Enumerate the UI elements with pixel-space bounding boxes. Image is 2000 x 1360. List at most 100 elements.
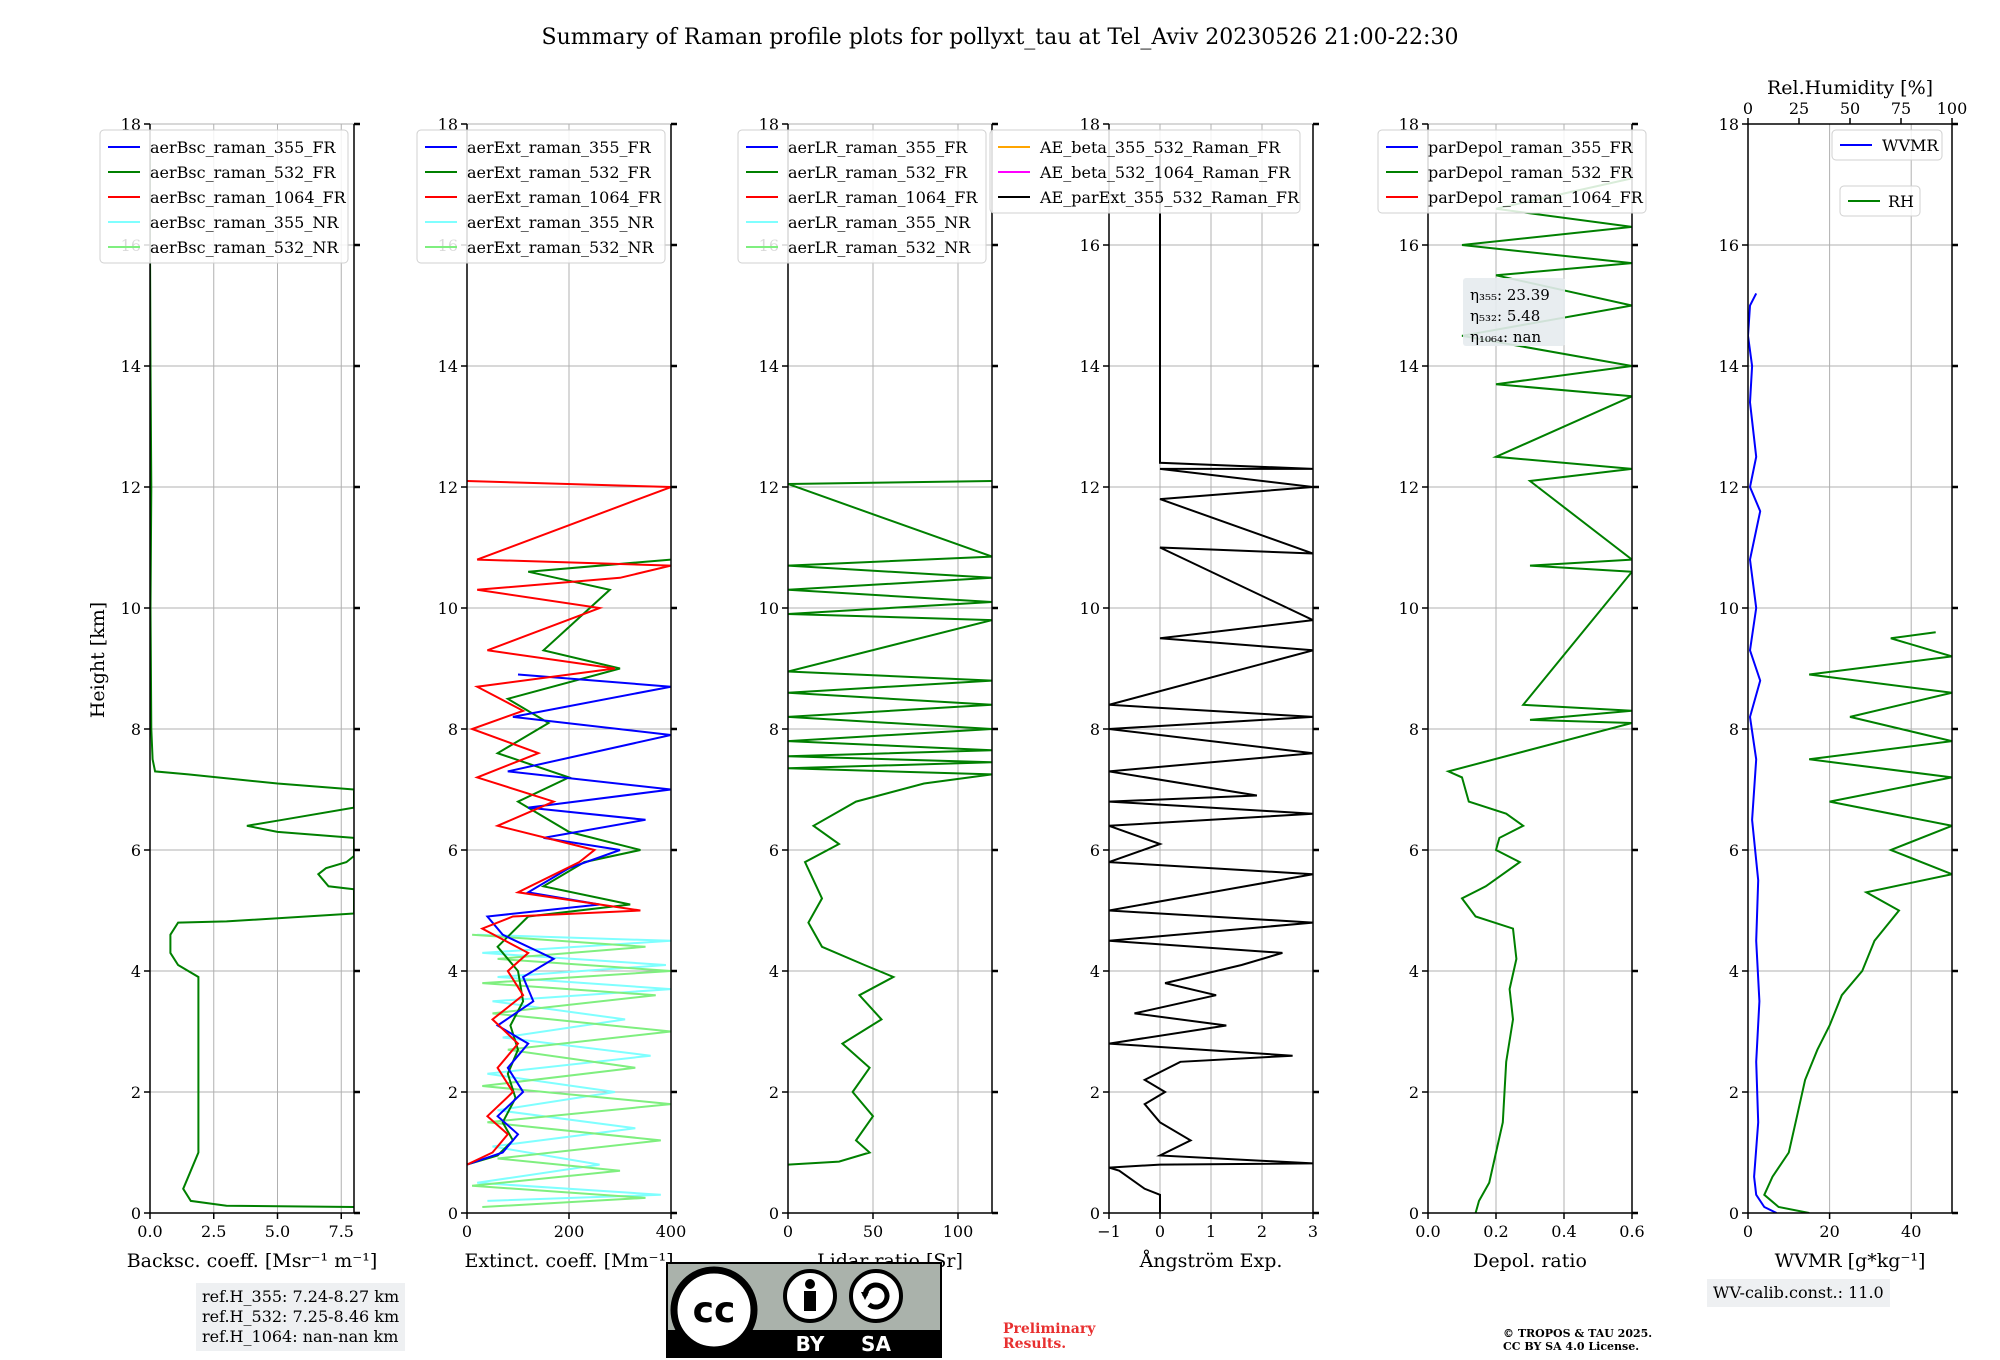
y-tick-label: 8 — [1090, 720, 1100, 739]
legend-backscatter: aerBsc_raman_355_FR aerBsc_raman_532_FRae… — [99, 129, 349, 264]
legend-label: AE_beta_532_1064_Raman_FR — [1039, 163, 1291, 182]
y-tick-label: 6 — [448, 841, 458, 860]
y-tick-label: 0 — [1090, 1204, 1100, 1223]
legend-extinction: aerExt_raman_355_FR aerExt_raman_532_FRae… — [416, 129, 666, 264]
legend-label: aerLR_raman_532_NR — [788, 238, 971, 257]
y-tick-label: 18 — [1080, 115, 1100, 134]
y-tick-label: 8 — [448, 720, 458, 739]
series-aerExt_raman_532_FR — [467, 558, 671, 1166]
y-tick-label: 10 — [1719, 599, 1739, 618]
y-tick-label: 12 — [438, 478, 458, 497]
y-tick-label: 12 — [759, 478, 779, 497]
preliminary-line-2: Results. — [1003, 1336, 1067, 1352]
x-tick-label: 400 — [656, 1222, 687, 1241]
y-tick-label: 14 — [759, 357, 779, 376]
y-tick-label: 12 — [121, 478, 141, 497]
y-axis-label: Height [km] — [87, 602, 109, 718]
copyright-line-1: © TROPOS & TAU 2025. — [1503, 1327, 1653, 1340]
series-WVMR — [1748, 292, 1778, 1213]
y-tick-label: 14 — [438, 357, 458, 376]
y-tick-label: 4 — [448, 962, 458, 981]
legend-label: aerBsc_raman_532_NR — [150, 238, 339, 257]
x-tick-label: 2 — [1257, 1222, 1267, 1241]
annotation-line: η₅₃₂: 5.48 — [1470, 307, 1540, 325]
legend-label: aerLR_raman_532_FR — [788, 163, 968, 182]
top-x-tick-label: 75 — [1891, 99, 1911, 118]
series-aerLR_raman_532_FR — [788, 480, 992, 1166]
license-by-label: BY — [796, 1332, 825, 1356]
legend-box — [416, 129, 666, 264]
legend-box — [737, 129, 987, 264]
x-axis-label: Ångström Exp. — [1139, 1250, 1283, 1272]
y-tick-label: 4 — [769, 962, 779, 981]
y-tick-label: 10 — [1399, 599, 1419, 618]
x-tick-label: 7.5 — [329, 1222, 354, 1241]
share-alike-icon — [849, 1269, 903, 1323]
x-axis-label: Backsc. coeff. [Msr⁻¹ m⁻¹] — [127, 1250, 378, 1272]
y-tick-label: 4 — [1090, 962, 1100, 981]
top-x-tick-label: 25 — [1789, 99, 1809, 118]
y-tick-label: 14 — [121, 357, 141, 376]
legend-label: AE_beta_355_532_Raman_FR — [1039, 138, 1281, 157]
x-tick-label: 1 — [1206, 1222, 1216, 1241]
legend-label: aerLR_raman_355_FR — [788, 138, 968, 157]
top-x-axis-label: Rel.Humidity [%] — [1767, 77, 1933, 99]
legend-label: aerExt_raman_1064_FR — [467, 188, 662, 207]
legend-label: aerExt_raman_532_FR — [467, 163, 652, 182]
y-tick-label: 18 — [1719, 115, 1739, 134]
x-tick-label: 0.0 — [1415, 1222, 1440, 1241]
series-aerExt_raman_355_NR — [477, 933, 671, 1202]
cc-license-badge: cc BY SA — [666, 1262, 942, 1358]
x-tick-label: 3 — [1308, 1222, 1318, 1241]
preliminary-line-1: Preliminary — [1003, 1321, 1096, 1337]
x-tick-label: 40 — [1901, 1222, 1921, 1241]
y-tick-label: 18 — [438, 115, 458, 134]
cc-logo-text: cc — [693, 1290, 736, 1331]
annotation-line: η₁₀₆₄: nan — [1470, 328, 1541, 346]
x-tick-label: 100 — [943, 1222, 974, 1241]
y-tick-label: 14 — [1399, 357, 1419, 376]
y-tick-label: 8 — [131, 720, 141, 739]
y-tick-label: 10 — [121, 599, 141, 618]
license-sa-label: SA — [861, 1332, 891, 1356]
panel-extinction: 0246810121416180200400Extinct. coeff. [M… — [416, 115, 687, 1272]
y-tick-label: 4 — [1409, 962, 1419, 981]
y-tick-label: 0 — [448, 1204, 458, 1223]
series-aerExt_raman_1064_FR — [467, 480, 671, 1166]
reference-height-box: ref.H_355: 7.24-8.27 km ref.H_532: 7.25-… — [196, 1283, 406, 1351]
wv-calibration-box: WV-calib.const.: 11.0 — [1707, 1279, 1890, 1307]
y-tick-label: 2 — [769, 1083, 779, 1102]
series-AE_parExt_355_532_Raman_FR — [1109, 154, 1313, 1213]
legend-label: aerLR_raman_1064_FR — [788, 188, 978, 207]
y-tick-label: 2 — [1409, 1083, 1419, 1102]
y-tick-label: 16 — [1080, 236, 1100, 255]
annotation-line: η₃₅₅: 23.39 — [1470, 286, 1550, 304]
x-axis-label: WVMR [g*kg⁻¹] — [1775, 1250, 1926, 1272]
y-tick-label: 12 — [1399, 478, 1419, 497]
legend-label: parDepol_raman_1064_FR — [1428, 188, 1644, 207]
y-tick-label: 8 — [1729, 720, 1739, 739]
series-RH — [1763, 631, 1952, 1213]
y-tick-label: 16 — [1399, 236, 1419, 255]
legend-label: parDepol_raman_532_FR — [1428, 163, 1634, 182]
y-tick-label: 2 — [1090, 1083, 1100, 1102]
y-tick-label: 8 — [1409, 720, 1419, 739]
preliminary-note: Preliminary Results. — [1003, 1322, 1095, 1352]
legend-label: aerExt_raman_355_NR — [467, 213, 655, 232]
legend-box — [1377, 129, 1647, 214]
depol-eta-annotation: η₃₅₅: 23.39 η₅₃₂: 5.48 η₁₀₆₄: nan — [1463, 278, 1565, 346]
y-tick-label: 12 — [1719, 478, 1739, 497]
y-tick-label: 16 — [1719, 236, 1739, 255]
legend-label: aerBsc_raman_355_FR — [150, 138, 336, 157]
ref-height-532: ref.H_532: 7.25-8.46 km — [202, 1307, 400, 1326]
cc-logo-icon — [670, 1266, 758, 1354]
y-tick-label: 0 — [1409, 1204, 1419, 1223]
y-tick-label: 14 — [1080, 357, 1100, 376]
y-tick-label: 6 — [1090, 841, 1100, 860]
series-aerExt_raman_532_NR — [471, 933, 671, 1208]
y-tick-label: 6 — [769, 841, 779, 860]
legend-box — [99, 129, 349, 264]
legend-depol: parDepol_raman_355_FR parDepol_raman_532_… — [1377, 129, 1647, 214]
legend-angstrom: AE_beta_355_532_Raman_FR AE_beta_532_1064… — [989, 129, 1301, 214]
